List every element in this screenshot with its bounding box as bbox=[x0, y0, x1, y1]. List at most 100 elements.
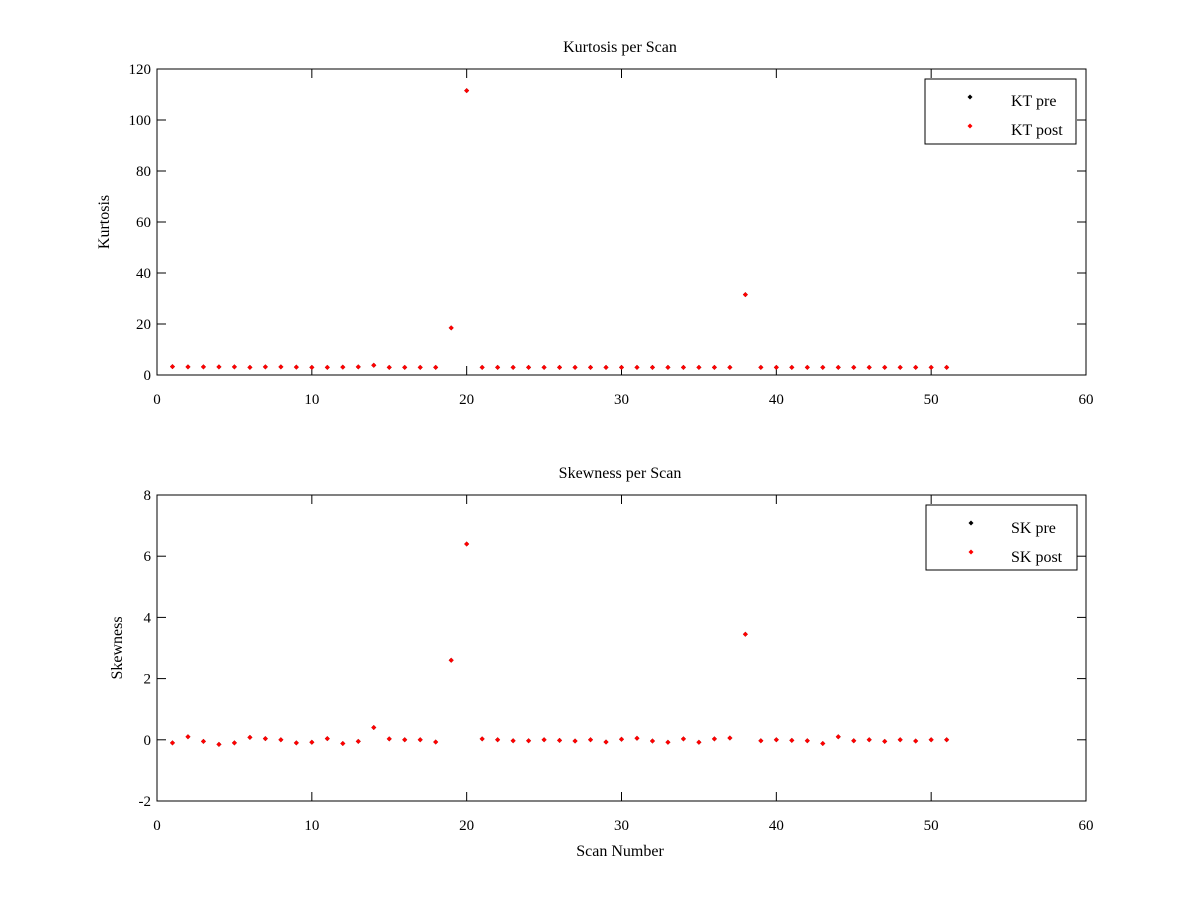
data-point-kt-post bbox=[355, 364, 361, 370]
data-point-sk-post bbox=[557, 737, 563, 743]
legend-label-kt-pre: KT pre bbox=[1011, 93, 1056, 110]
data-point-kt-post bbox=[882, 364, 888, 370]
kurtosis-x-tick-label: 10 bbox=[304, 392, 319, 408]
data-point-sk-post bbox=[851, 738, 857, 744]
skewness-y-tick-label: -2 bbox=[139, 794, 152, 810]
data-point-kt-post bbox=[820, 364, 826, 370]
data-point-sk-post bbox=[897, 737, 903, 743]
kurtosis-legend-box bbox=[924, 78, 1077, 145]
skewness-legend bbox=[925, 504, 1078, 571]
kurtosis-x-tick-label: 60 bbox=[1079, 392, 1094, 408]
skewness-x-tick-label: 50 bbox=[924, 818, 939, 834]
data-point-sk-post bbox=[293, 740, 299, 746]
data-point-kt-post bbox=[944, 364, 950, 370]
data-point-sk-post bbox=[882, 738, 888, 744]
data-point-kt-post bbox=[293, 364, 299, 370]
data-point-sk-post bbox=[417, 737, 423, 743]
kurtosis-y-tick-label: 40 bbox=[136, 266, 151, 282]
data-point-sk-post bbox=[495, 737, 501, 743]
data-point-kt-post bbox=[557, 364, 563, 370]
data-point-kt-post bbox=[928, 364, 934, 370]
data-point-kt-post bbox=[758, 364, 764, 370]
data-point-kt-post bbox=[665, 364, 671, 370]
skewness-y-tick-label: 2 bbox=[144, 672, 152, 688]
kurtosis-x-tick-label: 50 bbox=[924, 392, 939, 408]
data-point-kt-post bbox=[711, 364, 717, 370]
data-point-kt-post bbox=[371, 362, 377, 368]
data-point-kt-post bbox=[773, 364, 779, 370]
kurtosis-y-tick-label: 100 bbox=[129, 113, 152, 129]
legend-marker-sk-post bbox=[968, 549, 974, 555]
kurtosis-y-tick-label: 0 bbox=[144, 368, 152, 384]
data-point-sk-post bbox=[588, 737, 594, 743]
data-point-kt-post bbox=[448, 325, 454, 331]
data-point-sk-post bbox=[185, 734, 191, 740]
data-point-kt-post bbox=[278, 364, 284, 370]
data-point-kt-post bbox=[588, 364, 594, 370]
data-point-sk-post bbox=[355, 738, 361, 744]
skewness-x-tick-label: 30 bbox=[614, 818, 629, 834]
data-point-sk-post bbox=[386, 736, 392, 742]
data-point-sk-post bbox=[758, 738, 764, 744]
data-point-kt-post bbox=[851, 364, 857, 370]
data-point-sk-post bbox=[649, 738, 655, 744]
data-point-kt-post bbox=[619, 364, 624, 370]
data-point-kt-post bbox=[541, 364, 547, 370]
skewness-x-tick-label: 60 bbox=[1079, 818, 1094, 834]
data-point-sk-post bbox=[464, 541, 470, 547]
data-point-sk-post bbox=[433, 739, 439, 745]
data-point-sk-post bbox=[603, 739, 609, 745]
legend-marker-sk-pre bbox=[968, 520, 974, 526]
data-point-kt-post bbox=[572, 364, 578, 370]
data-point-kt-post bbox=[727, 364, 733, 370]
skewness-y-tick-label: 4 bbox=[144, 610, 152, 626]
data-point-kt-post bbox=[510, 364, 516, 370]
data-point-kt-post bbox=[789, 364, 795, 370]
data-point-sk-post bbox=[572, 738, 578, 744]
data-point-kt-post bbox=[495, 364, 501, 370]
data-point-kt-post bbox=[433, 364, 439, 370]
data-point-sk-post bbox=[742, 631, 748, 637]
data-point-kt-post bbox=[200, 364, 206, 370]
data-point-sk-post bbox=[866, 737, 872, 743]
data-point-kt-post bbox=[340, 364, 346, 370]
data-point-kt-post bbox=[804, 364, 810, 370]
data-point-kt-post bbox=[262, 364, 268, 370]
data-point-sk-post bbox=[479, 736, 485, 742]
data-point-sk-post bbox=[324, 736, 330, 742]
kurtosis-y-tick-label: 120 bbox=[129, 62, 152, 78]
data-point-kt-post bbox=[603, 364, 609, 370]
data-point-kt-post bbox=[526, 364, 532, 370]
data-point-kt-post bbox=[649, 364, 655, 370]
skewness-x-tick-label: 0 bbox=[153, 818, 161, 834]
data-point-sk-post bbox=[278, 737, 284, 743]
kurtosis-y-tick-label: 80 bbox=[136, 164, 151, 180]
data-point-sk-post bbox=[619, 736, 624, 742]
data-point-kt-post bbox=[742, 292, 748, 298]
data-point-sk-post bbox=[169, 740, 175, 746]
kurtosis-chart-title: Kurtosis per Scan bbox=[563, 39, 677, 56]
data-point-sk-post bbox=[928, 737, 934, 743]
data-point-sk-post bbox=[309, 739, 315, 745]
data-point-sk-post bbox=[231, 740, 237, 746]
data-point-kt-post bbox=[696, 364, 702, 370]
data-point-sk-post bbox=[835, 734, 841, 740]
data-point-kt-post bbox=[897, 364, 903, 370]
data-point-sk-post bbox=[247, 734, 253, 740]
data-point-sk-post bbox=[789, 737, 795, 743]
data-point-kt-post bbox=[417, 364, 423, 370]
data-point-kt-post bbox=[324, 364, 330, 370]
skewness-y-axis-label: Skewness bbox=[109, 616, 126, 679]
data-point-kt-post bbox=[185, 364, 191, 370]
data-point-sk-post bbox=[216, 741, 222, 747]
data-point-kt-post bbox=[169, 364, 175, 370]
data-point-sk-post bbox=[340, 740, 346, 746]
data-point-sk-post bbox=[913, 738, 919, 744]
data-point-kt-post bbox=[309, 364, 315, 370]
kurtosis-x-tick-label: 30 bbox=[614, 392, 629, 408]
data-point-kt-post bbox=[402, 364, 408, 370]
data-point-sk-post bbox=[371, 725, 377, 731]
skewness-y-tick-label: 0 bbox=[144, 733, 152, 749]
data-point-sk-post bbox=[526, 738, 532, 744]
